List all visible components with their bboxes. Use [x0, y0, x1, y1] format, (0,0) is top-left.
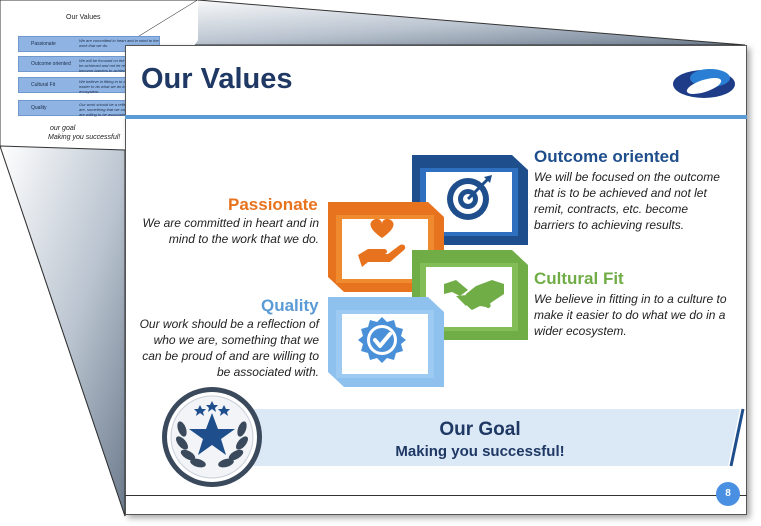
handshake-icon: [444, 280, 504, 313]
passionate-line: We are committed in heart and in: [142, 216, 319, 230]
back-row-outcome: Outcome oriented We will be focused on t…: [18, 56, 160, 73]
footer-rule: [125, 495, 747, 496]
outcome-line: barriers to achieving results.: [534, 218, 685, 232]
back-row-label: Outcome oriented: [31, 61, 71, 67]
back-row-quality: Quality Our work should be a reflection …: [18, 100, 160, 117]
back-slide-title: Our Values: [66, 14, 101, 21]
cultural-line: make it easier to do what we do in a: [534, 308, 726, 322]
back-row-cultural: Cultural Fit We believe in fitting in to…: [18, 77, 160, 94]
quality-line: who we are, something that we: [153, 333, 319, 347]
target-icon: [447, 175, 492, 220]
logo: [673, 69, 735, 98]
quality-line: Our work should be a reflection of: [139, 317, 319, 331]
back-row-desc: We will be focused on the outcome that i…: [79, 58, 158, 73]
back-row-label: Cultural Fit: [31, 82, 56, 88]
cultural-heading: Cultural Fit: [534, 269, 624, 288]
goal-band: [200, 408, 745, 467]
outcome-text: We will be focused on the outcome that i…: [534, 169, 744, 233]
back-row-desc: We are committed in heart and in mind to…: [79, 38, 159, 48]
heart-hand-icon: [358, 218, 406, 267]
goal-subtitle: Making you successful!: [395, 443, 565, 460]
back-goal-label: our goal: [50, 125, 76, 132]
values-graphic: [328, 155, 528, 387]
back-goal: our goal Making you successful!: [48, 124, 120, 142]
goal-title: Our Goal: [439, 419, 521, 440]
outcome-heading: Outcome oriented: [534, 147, 680, 166]
cultural-line: wider ecosystem.: [534, 324, 627, 338]
quality-text: Our work should be a reflection of who w…: [128, 316, 319, 380]
cultural-text: We believe in fitting in to a culture to…: [534, 291, 744, 339]
passionate-text: We are committed in heart and in mind to…: [130, 215, 319, 247]
quality-heading: Quality: [261, 296, 319, 315]
passionate-heading: Passionate: [228, 195, 318, 214]
back-row-passionate: Passionate We are committed in heart and…: [18, 36, 160, 52]
back-row-desc: Our work should be a reflection of who w…: [79, 102, 157, 117]
back-row-desc: We believe in fitting in to a culture to…: [79, 79, 158, 94]
back-row-label: Passionate: [31, 41, 56, 47]
back-goal-text: Making you successful!: [48, 134, 121, 141]
page-number: 8: [716, 482, 740, 506]
back-row-label: Quality: [31, 105, 47, 111]
outcome-line: We will be focused on the outcome: [534, 170, 720, 184]
passionate-line: mind to the work that we do.: [168, 232, 319, 246]
outcome-line: remit, contracts, etc. become: [534, 202, 689, 216]
cultural-line: We believe in fitting in to a culture to: [534, 292, 727, 306]
title-rule: [125, 115, 747, 119]
slide-title: Our Values: [141, 63, 293, 95]
laurel-star-icon: [162, 387, 262, 487]
quality-line: be associated with.: [216, 365, 319, 379]
badge-check-icon: [358, 317, 406, 363]
quality-line: can be proud of and are willing to: [142, 349, 319, 363]
outcome-line: that is to be achieved and not let: [534, 186, 707, 200]
